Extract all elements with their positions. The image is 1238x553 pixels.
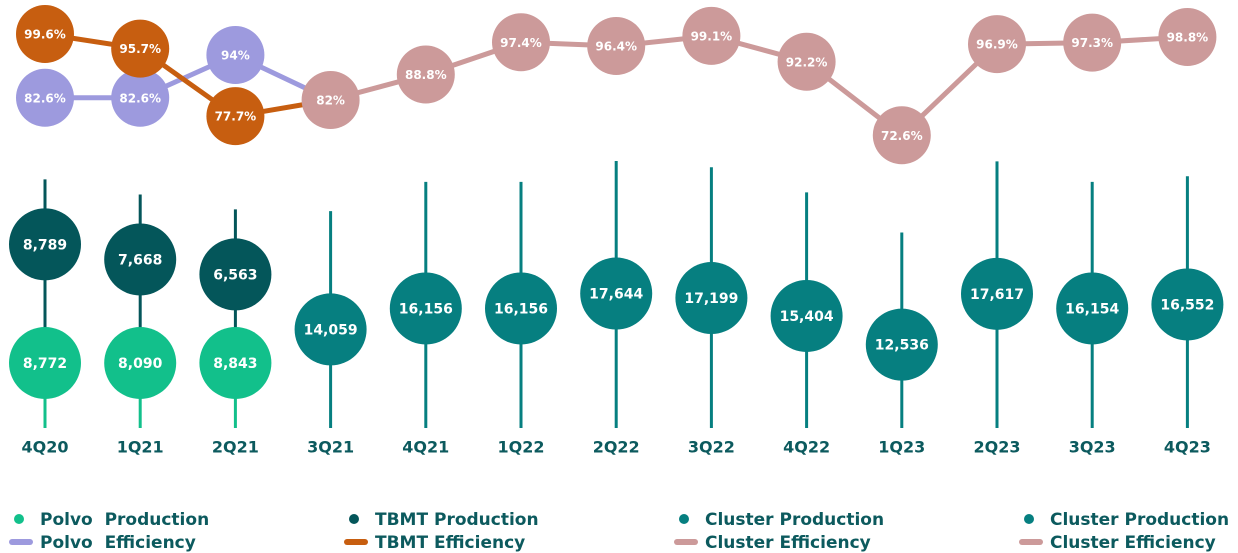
- production-label: 8,789: [23, 237, 67, 253]
- production-label: 16,552: [1160, 297, 1214, 313]
- legend-dot: [349, 514, 359, 524]
- efficiency-label: 99.1%: [691, 29, 733, 43]
- production-bubble: [199, 327, 272, 399]
- category-label: 3Q22: [688, 438, 735, 457]
- production-label: 16,154: [1065, 301, 1119, 317]
- efficiency-bubble: [206, 87, 265, 146]
- efficiency-label: 77.7%: [215, 110, 257, 124]
- efficiency-bubble: [301, 71, 360, 129]
- production-bubble: [675, 262, 748, 335]
- production-label: 14,059: [304, 322, 358, 338]
- legend-dot: [679, 514, 689, 524]
- production-label: 17,199: [684, 291, 738, 307]
- category-label: 4Q20: [22, 438, 69, 457]
- production-bubble: [9, 327, 81, 399]
- efficiency-bubble: [206, 26, 265, 84]
- efficiency-bubble: [396, 45, 455, 104]
- efficiency-label: 92.2%: [786, 55, 828, 69]
- production-label: 15,404: [780, 309, 834, 325]
- production-label: 8,090: [118, 356, 163, 372]
- category-label: 3Q23: [1069, 438, 1116, 457]
- production-bubble: [9, 208, 81, 281]
- efficiency-bubble: [111, 19, 170, 78]
- legend-label: Cluster Production: [1050, 510, 1229, 530]
- legend-label: Polvo Production: [40, 510, 209, 530]
- efficiency-bubble: [111, 68, 170, 127]
- efficiency-bubble: [492, 13, 550, 72]
- efficiency-label: 99.6%: [24, 28, 66, 42]
- efficiency-line: [328, 33, 1190, 138]
- efficiency-bubble: [1063, 13, 1122, 72]
- efficiency-label: 82.6%: [24, 91, 66, 105]
- efficiency-label: 97.3%: [1071, 36, 1113, 50]
- efficiency-bubble: [872, 106, 931, 165]
- production-bubble: [294, 293, 367, 366]
- efficiency-label: 88.8%: [405, 68, 447, 82]
- production-bubble: [199, 238, 272, 311]
- category-label: 3Q21: [307, 438, 354, 457]
- efficiency-bubble: [777, 32, 836, 91]
- production-label: 8,843: [213, 356, 257, 372]
- category-label: 1Q21: [117, 438, 164, 457]
- production-label: 17,617: [970, 287, 1024, 303]
- production-label: 16,156: [399, 301, 453, 317]
- efficiency-label: 95.7%: [119, 42, 161, 56]
- efficiency-label: 96.4%: [595, 40, 637, 54]
- legend-label: Cluster Efficiency: [1050, 533, 1216, 553]
- production-label: 6,563: [213, 267, 257, 283]
- efficiency-label: 98.8%: [1167, 31, 1209, 45]
- efficiency-bubble: [968, 15, 1026, 74]
- efficiency-label: 96.9%: [976, 38, 1018, 52]
- category-label: 2Q23: [974, 438, 1021, 457]
- category-label: 2Q21: [212, 438, 259, 457]
- efficiency-bubble: [16, 68, 74, 127]
- production-label: 7,668: [118, 252, 162, 268]
- legend-label: TBMT Efficiency: [375, 533, 525, 553]
- production-label: 12,536: [875, 338, 929, 354]
- bubbles: 8,772 8,789 8,090 7,668 8,843 6,563 14,059 16,1…: [9, 5, 1224, 399]
- production-label: 8,772: [23, 356, 67, 372]
- efficiency-label: 94%: [221, 49, 250, 63]
- category-label: 4Q22: [783, 438, 830, 457]
- production-label: 17,644: [589, 287, 643, 303]
- efficiency-label: 82%: [316, 94, 345, 108]
- legend-label: Polvo Efficiency: [40, 533, 196, 553]
- legend-label: Cluster Efficiency: [705, 533, 871, 553]
- legend-label: TBMT Production: [375, 510, 539, 530]
- production-bubble: [1151, 268, 1224, 341]
- legend-dot: [14, 514, 24, 524]
- production-bubble: [485, 272, 557, 345]
- production-bubble: [961, 257, 1033, 330]
- legend-dot: [1024, 514, 1034, 524]
- efficiency-label: 72.6%: [881, 129, 923, 143]
- category-label: 1Q23: [878, 438, 925, 457]
- efficiency-bubble: [16, 5, 74, 63]
- production-bubble: [770, 279, 843, 352]
- legend-label: Cluster Production: [705, 510, 884, 530]
- production-bubble: [104, 223, 177, 296]
- production-bubble: [580, 257, 653, 330]
- production-label: 16,156: [494, 301, 548, 317]
- efficiency-bubble: [682, 6, 741, 65]
- production-bubble: [389, 272, 462, 345]
- production-bubble: [865, 308, 938, 381]
- category-label: 4Q21: [402, 438, 449, 457]
- category-label: 4Q23: [1164, 438, 1211, 457]
- efficiency-bubble: [1158, 8, 1217, 66]
- production-bubble: [1056, 272, 1129, 345]
- category-label: 1Q22: [498, 438, 545, 457]
- production-bubble: [104, 327, 177, 399]
- category-label: 2Q22: [593, 438, 640, 457]
- efficiency-bubble: [587, 17, 646, 75]
- efficiency-label: 97.4%: [500, 36, 542, 50]
- efficiency-label: 82.6%: [119, 91, 161, 105]
